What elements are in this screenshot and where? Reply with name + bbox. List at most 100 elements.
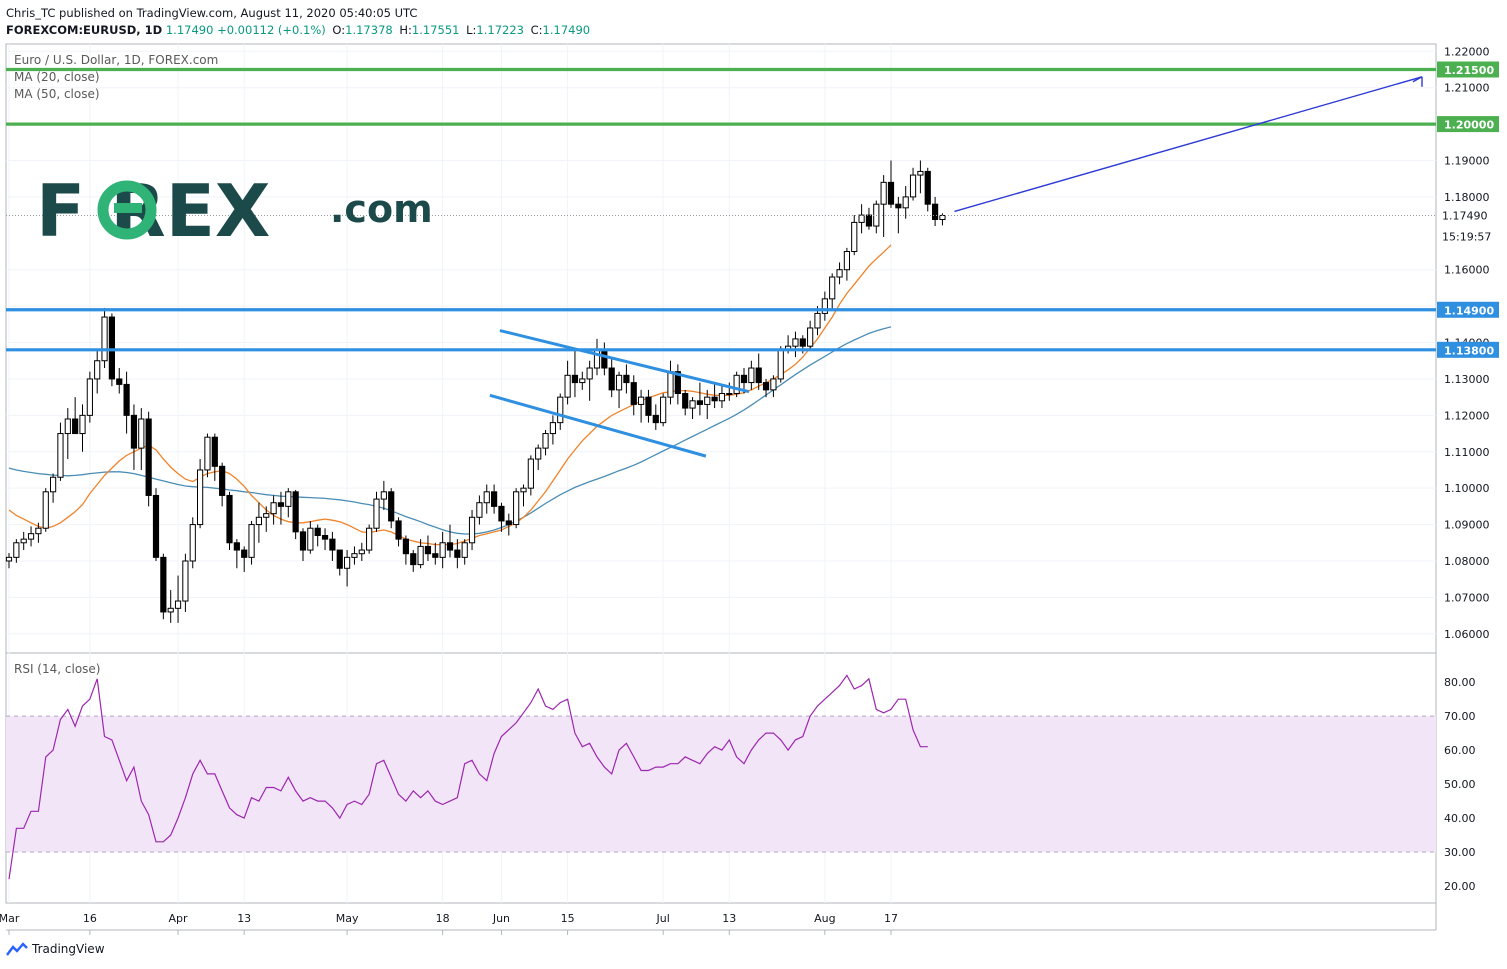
x-tick-label: 18	[436, 912, 450, 925]
symbol-label: FOREXCOM:EURUSD, 1D	[6, 23, 163, 37]
candle-up	[726, 393, 733, 396]
rsi-tick-label: 40.00	[1444, 812, 1476, 825]
candle-down	[241, 549, 248, 558]
candle-down	[887, 181, 895, 205]
x-tick-label: 16	[83, 912, 97, 925]
y-tick-label: 1.07000	[1444, 591, 1490, 604]
candle-up	[535, 447, 542, 460]
candle-down	[762, 382, 770, 391]
x-tick-label: 13	[722, 912, 736, 925]
candle-up	[373, 498, 380, 529]
candle-up	[285, 491, 292, 507]
arrow-head	[1412, 76, 1423, 87]
candle-down	[498, 505, 505, 522]
ma50-legend: MA (50, close)	[14, 87, 100, 101]
candle-up	[79, 414, 86, 435]
candle-down	[674, 371, 681, 395]
candle-up	[851, 221, 858, 253]
candle-up	[307, 527, 314, 551]
open-value: 1.17378	[345, 23, 393, 37]
candle-up	[57, 433, 64, 478]
candle-down	[226, 494, 233, 544]
candle-up	[94, 360, 101, 380]
candle-up	[586, 367, 593, 380]
candle-down	[924, 170, 931, 205]
y-tick-label: 1.10000	[1444, 482, 1490, 495]
candle-down	[108, 316, 116, 380]
last-price: 1.17490	[165, 23, 214, 37]
candle-down	[454, 549, 461, 558]
candle-up	[86, 378, 93, 416]
candle-down	[72, 418, 79, 435]
candle-down	[152, 494, 160, 558]
candle-down	[145, 418, 152, 496]
y-tick-label: 1.21000	[1444, 82, 1490, 95]
candle-up	[704, 396, 711, 405]
candle-down	[895, 203, 902, 209]
candle-down	[645, 396, 652, 416]
x-tick-label: 17	[884, 912, 898, 925]
candle-up	[638, 396, 645, 405]
published-text: published on TradingView.com, August 11,…	[59, 6, 418, 20]
candle-up	[880, 181, 887, 205]
candle-up	[843, 251, 850, 271]
candle-down	[432, 553, 439, 558]
y-tick-label: 1.19000	[1444, 155, 1490, 168]
y-tick-label: 1.09000	[1444, 519, 1490, 532]
candle-up	[939, 214, 946, 220]
candle-down	[505, 520, 512, 526]
flag-lower-line	[489, 393, 707, 458]
candle-down	[865, 214, 873, 227]
candle-up	[836, 269, 843, 278]
candle-down	[711, 396, 718, 402]
candle-down	[402, 538, 409, 555]
price-change: +0.00112 (+0.1%)	[217, 23, 326, 37]
candle-down	[388, 491, 395, 522]
low-label: L:	[466, 23, 477, 37]
last-price-label: 1.17490	[1442, 209, 1488, 222]
rsi-band	[6, 716, 1436, 853]
logo-suffix: .com	[330, 187, 433, 231]
x-tick-label: Jul	[656, 912, 670, 925]
candle-up	[189, 524, 196, 562]
x-tick-label: Mar	[0, 912, 20, 925]
level-price-tag	[1437, 301, 1499, 318]
candle-up	[483, 491, 490, 504]
candle-down	[696, 400, 703, 405]
candle-down	[130, 414, 138, 449]
candle-up	[909, 174, 917, 198]
candle-up	[101, 316, 108, 362]
candle-up	[417, 545, 424, 566]
candle-down	[336, 549, 343, 569]
candle-down	[424, 545, 432, 555]
candle-up	[439, 542, 446, 558]
high-value: 1.17551	[411, 23, 460, 37]
candle-up	[549, 422, 556, 435]
x-tick-label: Jun	[492, 912, 510, 925]
candle-up	[27, 533, 35, 540]
publish-info: Chris_TC published on TradingView.com, A…	[6, 6, 417, 20]
candle-down	[446, 542, 454, 551]
y-tick-label: 1.16000	[1444, 264, 1490, 277]
candle-up	[814, 312, 821, 329]
author[interactable]: Chris_TC	[6, 6, 56, 20]
tradingview-footer[interactable]: TradingView	[6, 942, 105, 956]
x-tick-label: Apr	[169, 912, 189, 925]
rsi-tick-label: 50.00	[1444, 778, 1476, 791]
logo-o-bar	[114, 203, 142, 213]
candle-down	[292, 491, 299, 533]
tradingview-logo-icon	[6, 942, 28, 956]
level-price-label: 1.14900	[1444, 304, 1494, 317]
candle-up	[255, 516, 262, 526]
candle-up	[167, 607, 174, 613]
candle-up	[748, 367, 755, 384]
level-price-label: 1.20000	[1444, 119, 1494, 132]
candle-up	[689, 400, 696, 409]
candle-up	[718, 393, 726, 402]
candle-up	[513, 491, 520, 526]
candle-down	[233, 542, 240, 551]
ohlc-bar: FOREXCOM:EURUSD, 1D 1.17490 +0.00112 (+0…	[6, 23, 590, 37]
close-value: 1.17490	[542, 23, 591, 37]
candle-down	[740, 374, 748, 384]
